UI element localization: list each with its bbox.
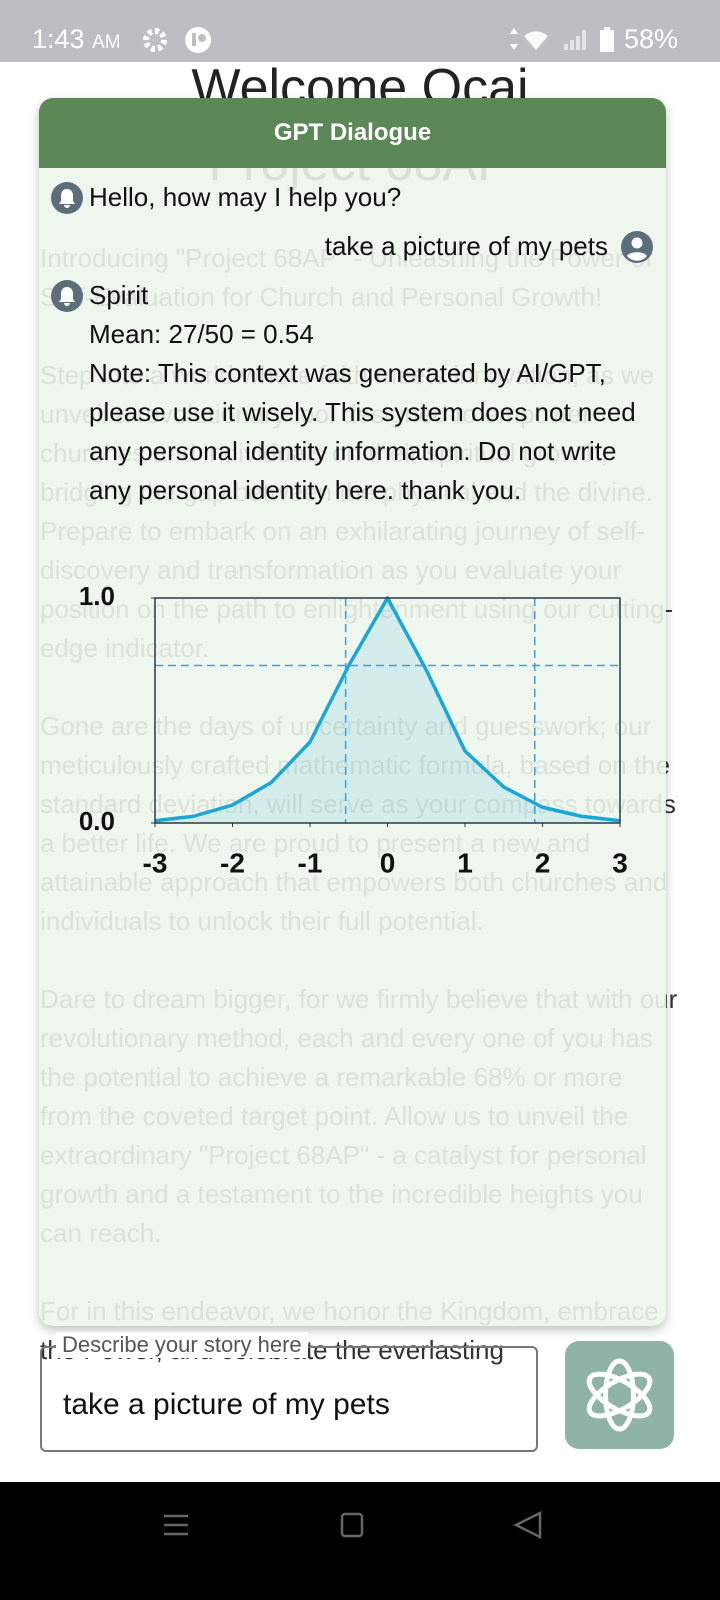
battery-level: 58%	[624, 24, 679, 54]
time: 1:43	[32, 24, 85, 54]
bot-message: Hello, how may I help you?	[89, 182, 402, 212]
reply-note: Note: This context was generated by AI/G…	[89, 358, 636, 505]
navigation-bar	[0, 1482, 720, 1600]
bot-icon	[51, 280, 83, 312]
status-bar: 1:43 AM 58%	[0, 0, 720, 62]
reply-title: Spirit	[89, 280, 149, 310]
dialog-title: GPT Dialogue	[39, 98, 666, 168]
reply-mean: Mean: 27/50 = 0.54	[89, 319, 314, 349]
clock: 1:43 AM	[32, 24, 121, 55]
user-icon	[621, 231, 653, 263]
dialog: GPT Dialogue Hello, how may I help you? …	[39, 98, 666, 1326]
x-tick-label: -1	[298, 847, 323, 878]
y-tick-label: 1.0	[79, 581, 115, 611]
field-value: take a picture of my pets	[63, 1388, 390, 1421]
user-message: take a picture of my pets	[324, 231, 608, 261]
area-fill	[155, 598, 620, 823]
x-tick-label: 0	[380, 847, 396, 878]
bot-reply: Spirit Mean: 27/50 = 0.54 Note: This con…	[89, 276, 655, 510]
field-label: Describe your story here	[56, 1332, 308, 1358]
signal-icons	[510, 27, 614, 52]
x-tick-label: 2	[535, 847, 551, 878]
send-button[interactable]	[565, 1341, 674, 1449]
nav-icons	[164, 1510, 542, 1540]
x-tick-label: -3	[143, 847, 168, 878]
ampm: AM	[92, 32, 121, 53]
y-tick-label: 0.0	[79, 806, 115, 836]
chart: 0.0 1.0 -3 -2 -1 0 1 2 3	[79, 581, 628, 879]
bot-icon	[51, 182, 83, 214]
x-tick-label: 1	[457, 847, 473, 878]
x-tick-label: -2	[220, 847, 245, 878]
status-icons	[143, 27, 211, 53]
x-tick-label: 3	[612, 847, 628, 878]
